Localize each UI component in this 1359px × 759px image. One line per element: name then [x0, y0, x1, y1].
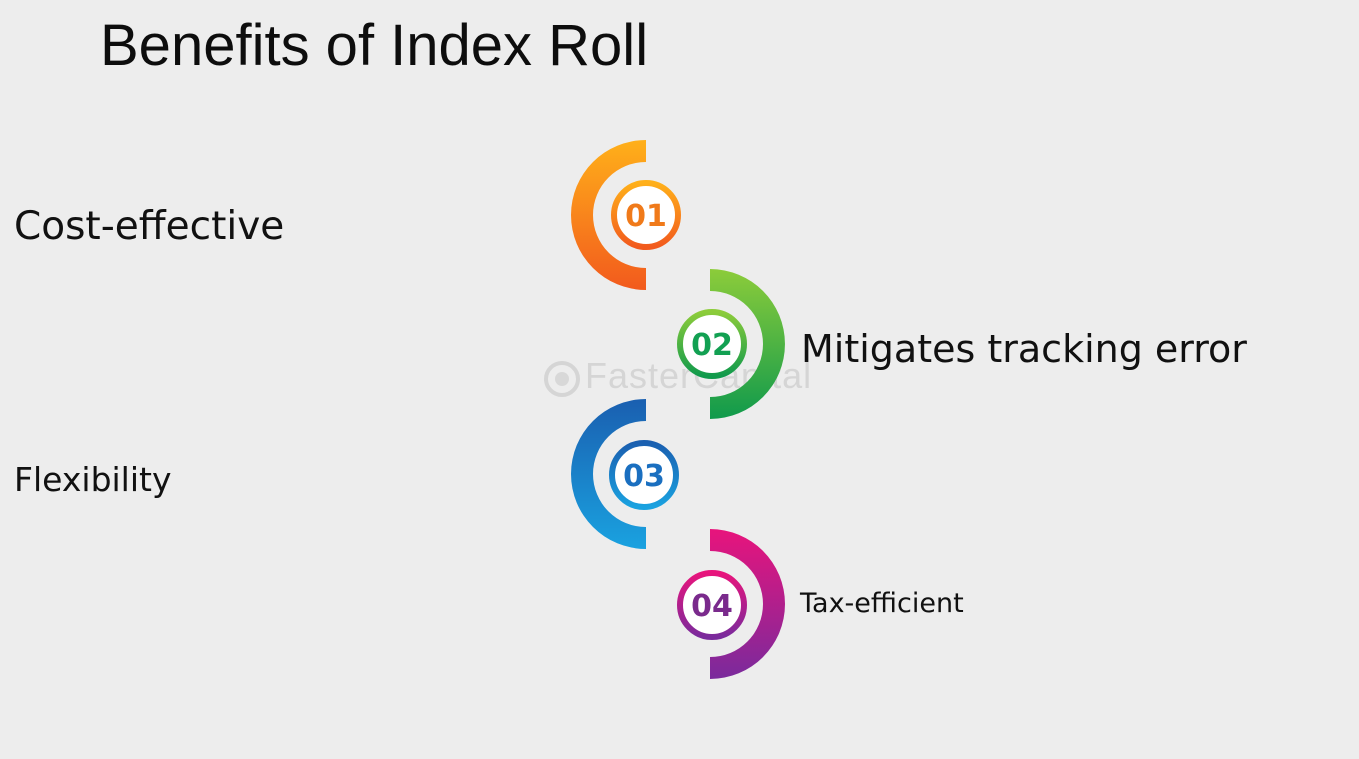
page-title: Benefits of Index Roll — [100, 13, 649, 78]
step-4-number: 04 — [691, 589, 733, 624]
step-3-arc — [571, 399, 646, 549]
step-1-ring — [611, 180, 681, 250]
step-4-ring — [677, 570, 747, 640]
step-4-label: Tax-efficient — [800, 588, 964, 619]
step-2: 02 — [677, 269, 785, 419]
step-3-label: Flexibility — [14, 460, 172, 499]
step-3: 03 — [571, 399, 679, 549]
step-3-ring — [609, 440, 679, 510]
step-1-arc — [571, 140, 646, 290]
step-2-label: Mitigates tracking error — [801, 327, 1247, 371]
step-1: 01 — [571, 140, 681, 290]
step-4-arc — [710, 529, 785, 679]
step-1-label: Cost-effective — [14, 204, 285, 249]
step-2-ring — [677, 309, 747, 379]
step-2-number: 02 — [691, 328, 733, 363]
step-1-number: 01 — [625, 199, 667, 234]
step-2-arc — [710, 269, 785, 419]
step-4: 04 — [677, 529, 785, 679]
gear-icon — [544, 361, 580, 397]
step-3-number: 03 — [623, 459, 665, 494]
